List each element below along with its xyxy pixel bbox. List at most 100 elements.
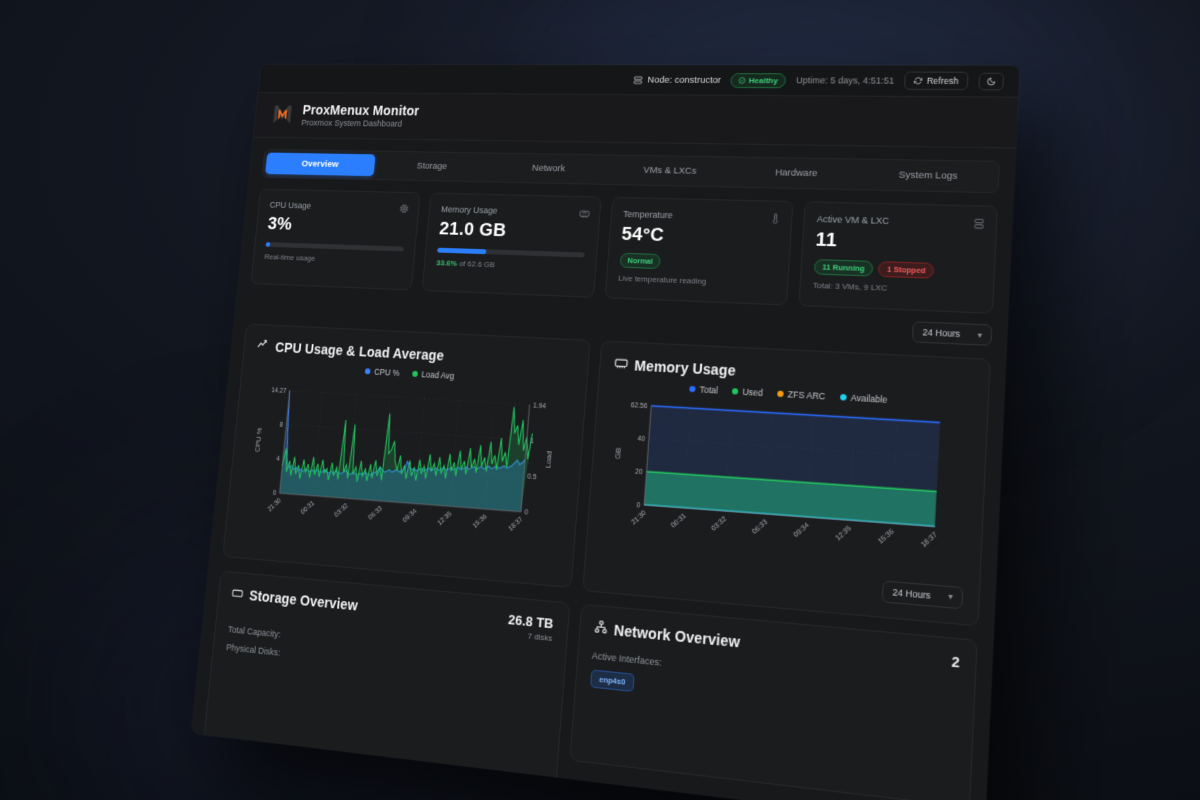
chart-title: CPU Usage & Load Average	[274, 338, 445, 364]
legend-item-used: Used	[731, 386, 764, 399]
cpu-usage-value: 3%	[266, 214, 293, 235]
running-badge: 11 Running	[813, 259, 874, 277]
memory-icon	[578, 206, 590, 224]
legend-label: ZFS ARC	[787, 389, 826, 402]
card-footnote: Live temperature reading	[617, 273, 707, 286]
chevron-down-icon: ▾	[977, 329, 983, 340]
network-title-row: Network Overview	[593, 619, 741, 651]
svg-text:06:33: 06:33	[368, 505, 384, 521]
svg-text:15:36: 15:36	[876, 528, 895, 546]
svg-text:4: 4	[276, 456, 280, 463]
svg-text:09:34: 09:34	[402, 508, 418, 525]
cpu-chart-plot: 0 4 8 14.27 0 0.5 1 1.94 21:30 00:31 03:32 06:33 09:…	[237, 372, 572, 572]
svg-text:0: 0	[272, 490, 276, 497]
legend-item-cpu: CPU %	[364, 366, 400, 378]
card-active-vm-lxc: Active VM & LXC 11 11 Running 1 Stopped …	[798, 201, 998, 314]
status-badge: Healthy	[730, 72, 787, 88]
svg-text:CPU %: CPU %	[254, 427, 264, 452]
hard-drive-icon	[231, 585, 244, 602]
stopped-badge: 1 Stopped	[877, 261, 935, 279]
tab-system-logs[interactable]: System Logs	[898, 169, 958, 182]
svg-text:09:34: 09:34	[792, 521, 810, 539]
temperature-value: 54°C	[620, 223, 665, 247]
svg-text:06:33: 06:33	[751, 518, 769, 536]
card-label: Active VM & LXC	[816, 213, 890, 227]
svg-text:0: 0	[524, 509, 528, 516]
panel-storage-overview: Storage Overview 26.8 TB 7 disks Total C…	[202, 570, 570, 791]
tab-vms-lxcs[interactable]: VMs & LXCs	[643, 164, 697, 177]
svg-text:15:36: 15:36	[472, 513, 489, 530]
svg-text:1.94: 1.94	[533, 402, 546, 410]
svg-text:12:35: 12:35	[437, 510, 454, 527]
storage-metrics: 26.8 TB 7 disks	[507, 611, 554, 642]
svg-text:1: 1	[530, 438, 534, 445]
storage-disk-count: 7 disks	[527, 630, 553, 643]
legend-dot-total	[689, 385, 696, 393]
storage-title: Storage Overview	[248, 586, 359, 614]
legend-dot-cpu	[364, 368, 371, 375]
node-label: Node: constructor	[647, 74, 722, 86]
charts-row: CPU Usage & Load Average CPU % Load Avg …	[222, 323, 991, 626]
servers-icon	[973, 216, 986, 235]
temperature-status-badge: Normal	[619, 252, 662, 270]
tab-hardware[interactable]: Hardware	[774, 167, 818, 180]
time-range-select-mid[interactable]: 24 Hours ▾	[882, 579, 964, 609]
refresh-label: Refresh	[926, 75, 959, 87]
legend-item-zfs-arc: ZFS ARC	[777, 388, 826, 402]
memory-percent: 33.6%	[435, 258, 458, 268]
card-footnote: 33.6% of 62.6 GB	[436, 258, 584, 272]
tab-network[interactable]: Network	[531, 162, 566, 175]
page-title: ProxMenux Monitor	[302, 102, 420, 119]
legend-dot-zfs-arc	[777, 390, 784, 398]
legend-dot-used	[731, 388, 739, 395]
svg-text:18:37: 18:37	[920, 531, 939, 549]
legend-label: Load Avg	[421, 369, 455, 381]
legend-label: CPU %	[373, 366, 400, 378]
storage-title-row: Storage Overview	[231, 585, 358, 613]
svg-text:21:30: 21:30	[267, 497, 283, 513]
theme-toggle-button[interactable]	[978, 72, 1005, 90]
card-label: Temperature	[622, 208, 673, 221]
legend-dot-available	[839, 393, 847, 401]
app-header: ProxMenux Monitor Proxmox System Dashboa…	[253, 92, 1019, 149]
tab-storage[interactable]: Storage	[416, 160, 448, 172]
legend-item-load: Load Avg	[412, 369, 455, 381]
legend-item-available: Available	[839, 392, 888, 405]
network-interface-badge: enp4s0	[589, 668, 636, 692]
refresh-button[interactable]: Refresh	[904, 71, 969, 91]
memory-total: of 62.6 GB	[456, 259, 496, 270]
svg-text:03:32: 03:32	[334, 502, 350, 518]
network-metrics: 2	[951, 653, 960, 671]
svg-text:14.27: 14.27	[271, 387, 287, 395]
svg-text:0: 0	[636, 502, 641, 510]
time-range-value: 24 Hours	[922, 326, 961, 340]
card-temperature: Temperature 54°C Normal Live temperature…	[604, 196, 794, 306]
legend-item-total: Total	[689, 384, 718, 396]
page-subtitle: Proxmox System Dashboard	[300, 118, 403, 129]
chart-title-row: Memory Usage	[613, 355, 973, 391]
card-footnote: Real-time usage	[264, 252, 316, 263]
svg-text:18:37: 18:37	[507, 516, 524, 533]
network-interface-count: 2	[951, 652, 961, 671]
memory-chart-plot: 0 20 40 62.56 21:30 00:31 03:32 06:33 09:34 12:35…	[600, 392, 972, 580]
svg-text:62.56: 62.56	[630, 402, 647, 410]
legend-label: Used	[742, 386, 764, 399]
main-tabs: Overview Storage Network VMs & LXCs Hard…	[261, 148, 1001, 194]
network-title: Network Overview	[613, 621, 741, 651]
cpu-icon	[398, 201, 410, 218]
svg-text:20: 20	[634, 468, 642, 476]
proxmenux-logo-icon	[270, 103, 295, 127]
refresh-icon	[914, 77, 923, 85]
uptime-label: Uptime: 5 days, 4:51:51	[795, 75, 895, 86]
legend-label: Total	[699, 384, 719, 396]
card-footnote: Total: 3 VMs, 9 LXC	[812, 280, 888, 293]
tab-overview[interactable]: Overview	[265, 152, 376, 177]
svg-text:40: 40	[637, 435, 645, 443]
card-cpu-usage: CPU Usage 3% Real-time usage	[250, 188, 421, 291]
server-icon	[634, 75, 643, 84]
memory-icon	[613, 355, 628, 373]
time-range-select-top[interactable]: 24 Hours ▾	[912, 321, 993, 346]
legend-dot-load	[412, 370, 419, 377]
vm-status-badges: 11 Running 1 Stopped	[813, 252, 982, 281]
